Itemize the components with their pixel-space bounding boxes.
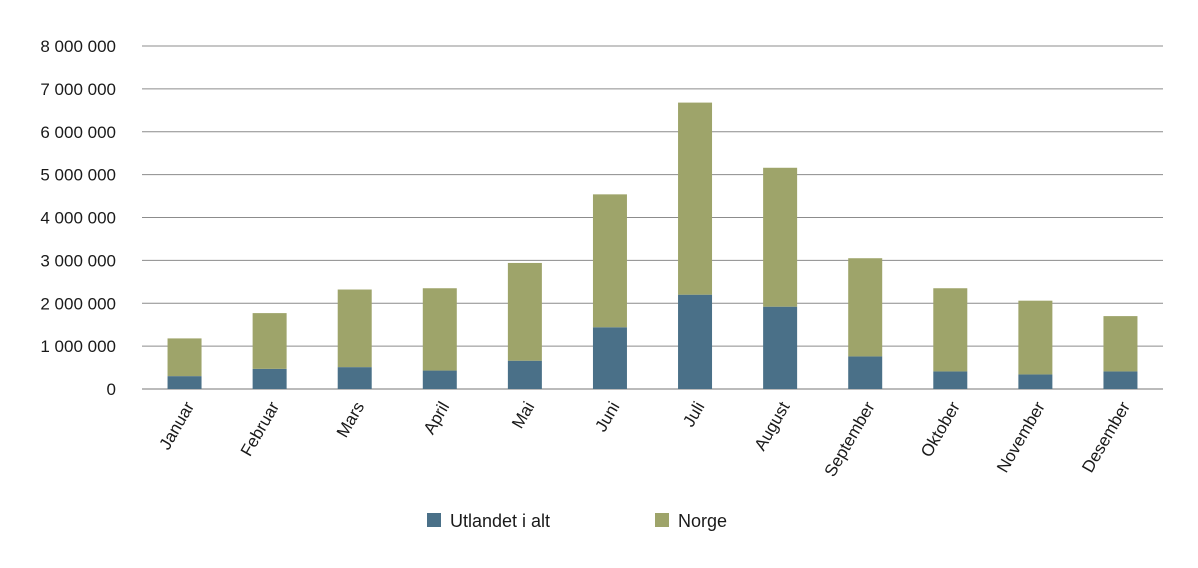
bar-utlandet xyxy=(678,294,713,389)
legend-label-utlandet: Utlandet i alt xyxy=(450,511,550,531)
x-tick-label: Mai xyxy=(508,399,538,432)
y-tick-label: 5 000 000 xyxy=(40,166,116,185)
x-tick-label: Desember xyxy=(1078,398,1134,476)
x-tick-label: November xyxy=(993,398,1049,476)
x-tick-label: August xyxy=(751,398,794,454)
bar-norge xyxy=(167,338,202,377)
legend: Utlandet i alt Norge xyxy=(427,511,727,531)
x-tick-label: September xyxy=(821,398,879,480)
y-tick-label: 7 000 000 xyxy=(40,80,116,99)
bar-norge xyxy=(592,194,627,328)
bar-utlandet xyxy=(592,327,627,389)
bar-norge xyxy=(422,288,457,371)
bar-norge xyxy=(1018,300,1053,375)
x-tick-label: April xyxy=(420,399,453,438)
gridlines xyxy=(142,45,1163,390)
x-tick-label: Februar xyxy=(237,398,283,459)
bar-norge xyxy=(763,167,798,307)
bar-norge xyxy=(252,313,287,369)
bar-norge xyxy=(678,102,713,295)
bar-utlandet xyxy=(1018,374,1053,389)
y-tick-label: 4 000 000 xyxy=(40,209,116,228)
y-tick-label: 2 000 000 xyxy=(40,294,116,313)
y-tick-label: 0 xyxy=(107,380,116,399)
x-tick-label: Juli xyxy=(679,399,708,431)
bar-utlandet xyxy=(1103,371,1138,389)
bar-norge xyxy=(848,258,883,357)
x-tick-label: Oktober xyxy=(917,398,964,460)
bar-norge xyxy=(337,289,372,368)
x-axis-labels: Januar Februar Mars April Mai Juni Juli August S… xyxy=(156,398,1135,480)
bar-utlandet xyxy=(763,306,798,389)
bar-norge xyxy=(1103,316,1138,372)
y-tick-label: 6 000 000 xyxy=(40,123,116,142)
bar-utlandet xyxy=(252,368,287,389)
bar-utlandet xyxy=(167,376,202,389)
legend-label-norge: Norge xyxy=(678,511,727,531)
bar-norge xyxy=(933,288,968,372)
bar-utlandet xyxy=(933,371,968,389)
y-axis-labels: 0 1 000 000 2 000 000 3 000 000 4 000 000 5 0… xyxy=(40,37,116,399)
x-tick-label: Januar xyxy=(156,398,199,453)
bar-utlandet xyxy=(422,370,457,389)
y-tick-label: 8 000 000 xyxy=(40,37,116,56)
bar-utlandet xyxy=(337,367,372,389)
y-tick-label: 3 000 000 xyxy=(40,251,116,270)
bars xyxy=(167,102,1138,389)
x-tick-label: Mars xyxy=(333,399,368,441)
bar-utlandet xyxy=(848,356,883,389)
x-tick-label: Juni xyxy=(591,399,623,436)
bar-norge xyxy=(507,262,542,361)
y-tick-label: 1 000 000 xyxy=(40,337,116,356)
legend-swatch-utlandet xyxy=(427,513,441,527)
legend-swatch-norge xyxy=(655,513,669,527)
bar-utlandet xyxy=(507,360,542,389)
